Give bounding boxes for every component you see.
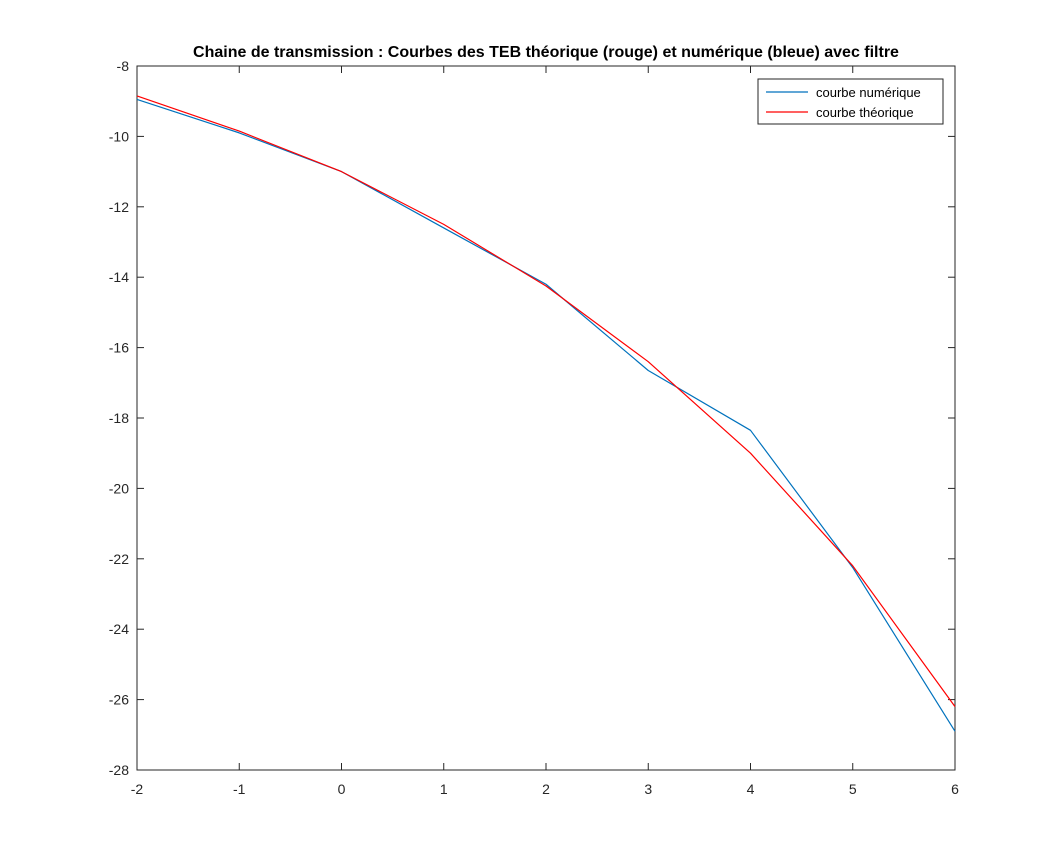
series-line-theorique (136, 95, 956, 707)
x-tick-label: 3 (644, 781, 652, 797)
legend-label: courbe numérique (816, 85, 921, 100)
x-tick-label: 4 (747, 781, 755, 797)
axis-ticks: -2 -1 0 1 2 3 4 5 6-8-10-12-14-16-18-20-22-24-26… (109, 58, 959, 797)
x-tick-label: 5 (849, 781, 857, 797)
legend-box (757, 78, 944, 125)
y-tick-label: -26 (109, 692, 129, 708)
y-tick-label: -8 (117, 58, 130, 74)
y-tick-label: -20 (109, 480, 129, 496)
y-tick-label: -14 (109, 269, 129, 285)
x-tick-label: 0 (338, 781, 346, 797)
y-tick-label: -22 (109, 551, 129, 567)
legend: courbe numérique courbe théorique (757, 78, 944, 125)
x-tick-label: -1 (233, 781, 246, 797)
x-tick-label: 6 (951, 781, 959, 797)
y-tick-label: -18 (109, 410, 129, 426)
series-lines (136, 95, 956, 732)
y-tick-label: -12 (109, 199, 129, 215)
x-tick-label: 1 (440, 781, 448, 797)
plot-area (136, 65, 956, 771)
x-tick-label: 2 (542, 781, 550, 797)
chart-title: Chaine de transmission : Courbes des TEB… (193, 44, 899, 61)
y-tick-label: -16 (109, 340, 129, 356)
y-tick-label: -24 (109, 621, 129, 637)
series-line-numerique (136, 98, 956, 732)
legend-label: courbe théorique (816, 105, 914, 120)
y-tick-label: -10 (109, 128, 129, 144)
y-tick-label: -28 (109, 762, 129, 778)
x-tick-label: -2 (131, 781, 144, 797)
